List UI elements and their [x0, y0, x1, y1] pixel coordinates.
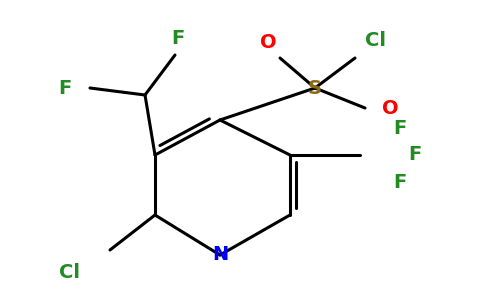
Text: O: O — [382, 98, 398, 118]
Text: N: N — [212, 245, 228, 265]
Text: F: F — [171, 28, 184, 47]
Text: F: F — [408, 146, 422, 164]
Text: F: F — [393, 118, 407, 137]
Text: Cl: Cl — [60, 262, 80, 281]
Text: Cl: Cl — [364, 31, 385, 50]
Text: F: F — [59, 79, 72, 98]
Text: S: S — [308, 79, 322, 98]
Text: O: O — [260, 32, 276, 52]
Text: F: F — [393, 172, 407, 191]
